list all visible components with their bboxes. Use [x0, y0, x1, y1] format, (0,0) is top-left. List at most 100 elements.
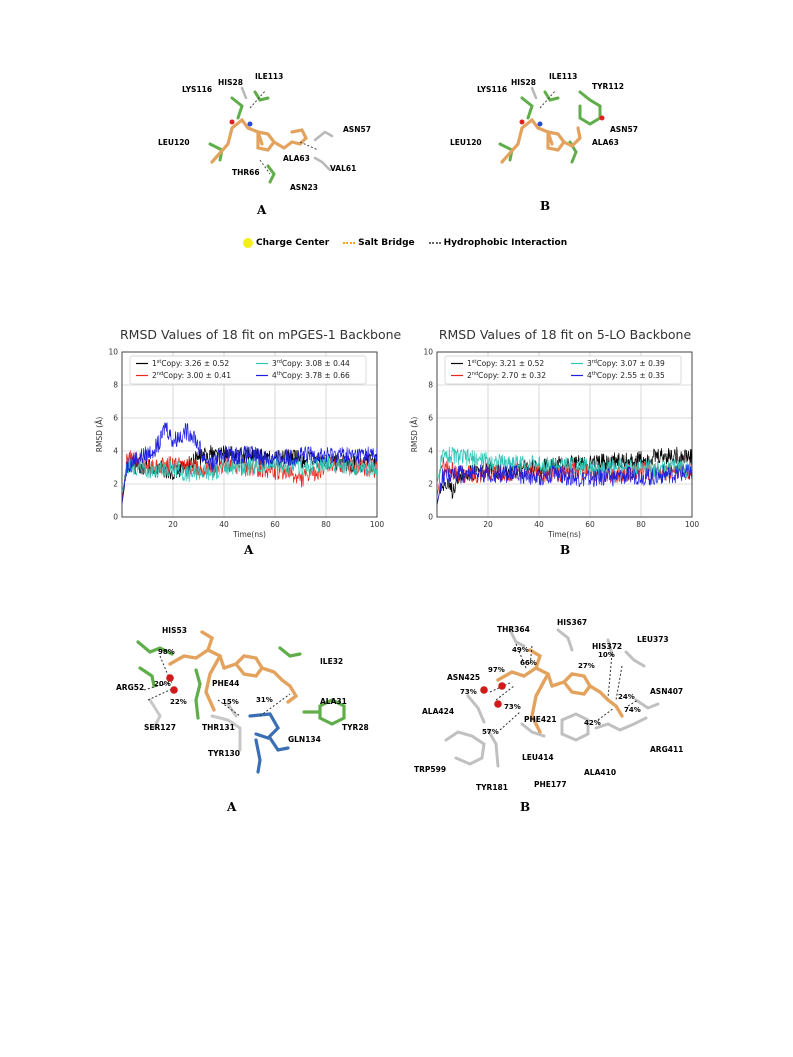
legend-entry: 4thCopy: 2.55 ± 0.35 — [587, 371, 665, 380]
percent-label: 74% — [624, 706, 641, 714]
percent-label: 24% — [618, 693, 635, 701]
label-ala410: ALA410 — [584, 768, 616, 777]
chart-title-a: RMSD Values of 18 fit on mPGES-1 Backbon… — [120, 327, 402, 342]
label-asn407: ASN407 — [650, 687, 683, 696]
y-tick-label: 8 — [113, 381, 118, 390]
y-tick-label: 2 — [428, 480, 433, 489]
yellow-circle-icon — [243, 238, 253, 248]
y-tick-label: 4 — [113, 447, 118, 456]
x-tick-label: 40 — [534, 520, 544, 529]
x-tick-label: 60 — [585, 520, 595, 529]
y-tick-label: 0 — [113, 513, 118, 522]
x-tick-label: 20 — [483, 520, 493, 529]
legend-salt-bridge-label: Salt Bridge — [358, 238, 415, 248]
percent-label: 97% — [488, 666, 505, 674]
percent-label: 15% — [222, 698, 239, 706]
label-asn23: ASN23 — [290, 183, 318, 192]
gray-dotted-line-icon — [428, 242, 441, 244]
legend-entry: 2ndCopy: 2.70 ± 0.32 — [467, 371, 546, 380]
y-axis-label: RMSD (Å) — [410, 417, 419, 453]
bottom-figure-B-structure: THR364 HIS367 HIS372 LEU373 ASN425 ASN40… — [414, 618, 683, 792]
interaction-legend: Charge Center Salt Bridge Hydrophobic In… — [243, 238, 575, 248]
percent-label: 57% — [482, 728, 499, 736]
y-axis-label: RMSD (Å) — [95, 417, 104, 453]
label-tyr130: TYR130 — [208, 749, 240, 758]
percent-label: 31% — [256, 696, 273, 704]
series-line — [437, 464, 692, 506]
x-tick-label: 100 — [685, 520, 700, 529]
label-his372: HIS372 — [592, 642, 622, 651]
chart-panel-letter-a: A — [244, 543, 254, 557]
x-tick-label: 60 — [270, 520, 280, 529]
percent-label: 27% — [578, 662, 595, 670]
top-panel-letter-a: A — [257, 203, 267, 217]
top-panel-letter-b: B — [540, 199, 551, 213]
bottom-panel-letter-a: A — [227, 800, 237, 814]
label-asn425: ASN425 — [447, 673, 480, 682]
y-tick-label: 2 — [113, 480, 118, 489]
legend-entry: 1stCopy: 3.21 ± 0.52 — [467, 359, 544, 368]
series-line — [122, 422, 377, 503]
legend-entry: 2ndCopy: 3.00 ± 0.41 — [152, 371, 231, 380]
label-his28: HIS28 — [511, 78, 536, 87]
label-tyr28: TYR28 — [342, 723, 369, 732]
bottom-figure-A-structure: HIS53 ARG52 SER127 PHE44 THR131 TYR130 G… — [116, 626, 369, 774]
rmsd-chart-b: 0 2 4 6 8 10 20 40 60 80 100 Time(ns) RMSD (Å) 1stCop… — [410, 348, 700, 540]
label-gln134: GLN134 — [288, 735, 321, 744]
legend-entry: 3rdCopy: 3.08 ± 0.44 — [272, 359, 350, 368]
label-lys116: LYS116 — [477, 85, 507, 94]
label-phe177: PHE177 — [534, 780, 567, 789]
label-thr66: THR66 — [232, 168, 260, 177]
label-trp599: TRP599 — [414, 765, 446, 774]
y-tick-label: 4 — [428, 447, 433, 456]
y-tick-label: 8 — [428, 381, 433, 390]
x-tick-label: 40 — [219, 520, 229, 529]
orange-dotted-line-icon — [343, 242, 356, 244]
plot-frame — [121, 351, 378, 518]
percent-label: 73% — [460, 688, 477, 696]
label-phe44: PHE44 — [212, 679, 239, 688]
legend-salt-bridge: Salt Bridge — [343, 238, 415, 248]
plot-frame — [436, 351, 693, 518]
label-ser127: SER127 — [144, 723, 176, 732]
legend-charge-center: Charge Center — [243, 238, 329, 248]
percent-label: 20% — [154, 680, 171, 688]
label-ala31: ALA31 — [320, 697, 347, 706]
percent-label: 22% — [170, 698, 187, 706]
rmsd-chart-a: 0 2 4 6 8 10 20 40 60 80 100 Time(ns) RMSD (Å) 1stCop… — [95, 348, 384, 540]
label-arg52: ARG52 — [116, 683, 144, 692]
label-ile113: ILE113 — [549, 72, 577, 81]
percent-label: 98% — [158, 648, 175, 656]
label-asn57: ASN57 — [610, 125, 638, 134]
label-arg411: ARG411 — [650, 745, 683, 754]
label-phe421: PHE421 — [524, 715, 557, 724]
chart-title-b: RMSD Values of 18 fit on 5-LO Backbone — [438, 327, 692, 342]
label-ala63: ALA63 — [283, 154, 310, 163]
percent-label: 10% — [598, 651, 615, 659]
x-tick-label: 80 — [321, 520, 331, 529]
label-ala424: ALA424 — [422, 707, 454, 716]
chart-legend: 1stCopy: 3.21 ± 0.52 2ndCopy: 2.70 ± 0.32… — [444, 355, 682, 385]
label-ala63: ALA63 — [592, 138, 619, 147]
label-tyr112: TYR112 — [592, 82, 624, 91]
x-axis-label: Time(ns) — [547, 530, 581, 539]
y-tick-label: 10 — [423, 348, 433, 357]
label-his28: HIS28 — [218, 78, 243, 87]
label-leu120: LEU120 — [450, 138, 482, 147]
label-leu120: LEU120 — [158, 138, 190, 147]
top-figure-B-structure: LYS116 HIS28 ILE113 TYR112 ASN57 LEU120 … — [450, 72, 638, 164]
percent-label: 73% — [504, 703, 521, 711]
y-tick-label: 6 — [428, 414, 433, 423]
legend-hydrophobic-label: Hydrophobic Interaction — [443, 238, 568, 248]
label-ile32: ILE32 — [320, 657, 343, 666]
legend-entry: 1stCopy: 3.26 ± 0.52 — [152, 359, 229, 368]
percent-label: 49% — [512, 646, 529, 654]
percent-label: 66% — [520, 659, 537, 667]
x-axis-label: Time(ns) — [232, 530, 266, 539]
label-thr364: THR364 — [497, 625, 530, 634]
x-tick-label: 80 — [636, 520, 646, 529]
chart-legend: 1stCopy: 3.26 ± 0.52 2ndCopy: 3.00 ± 0.41… — [129, 355, 367, 385]
label-leu414: LEU414 — [522, 753, 554, 762]
legend-entry: 4thCopy: 3.78 ± 0.66 — [272, 371, 350, 380]
bottom-panel-letter-b: B — [520, 800, 531, 814]
